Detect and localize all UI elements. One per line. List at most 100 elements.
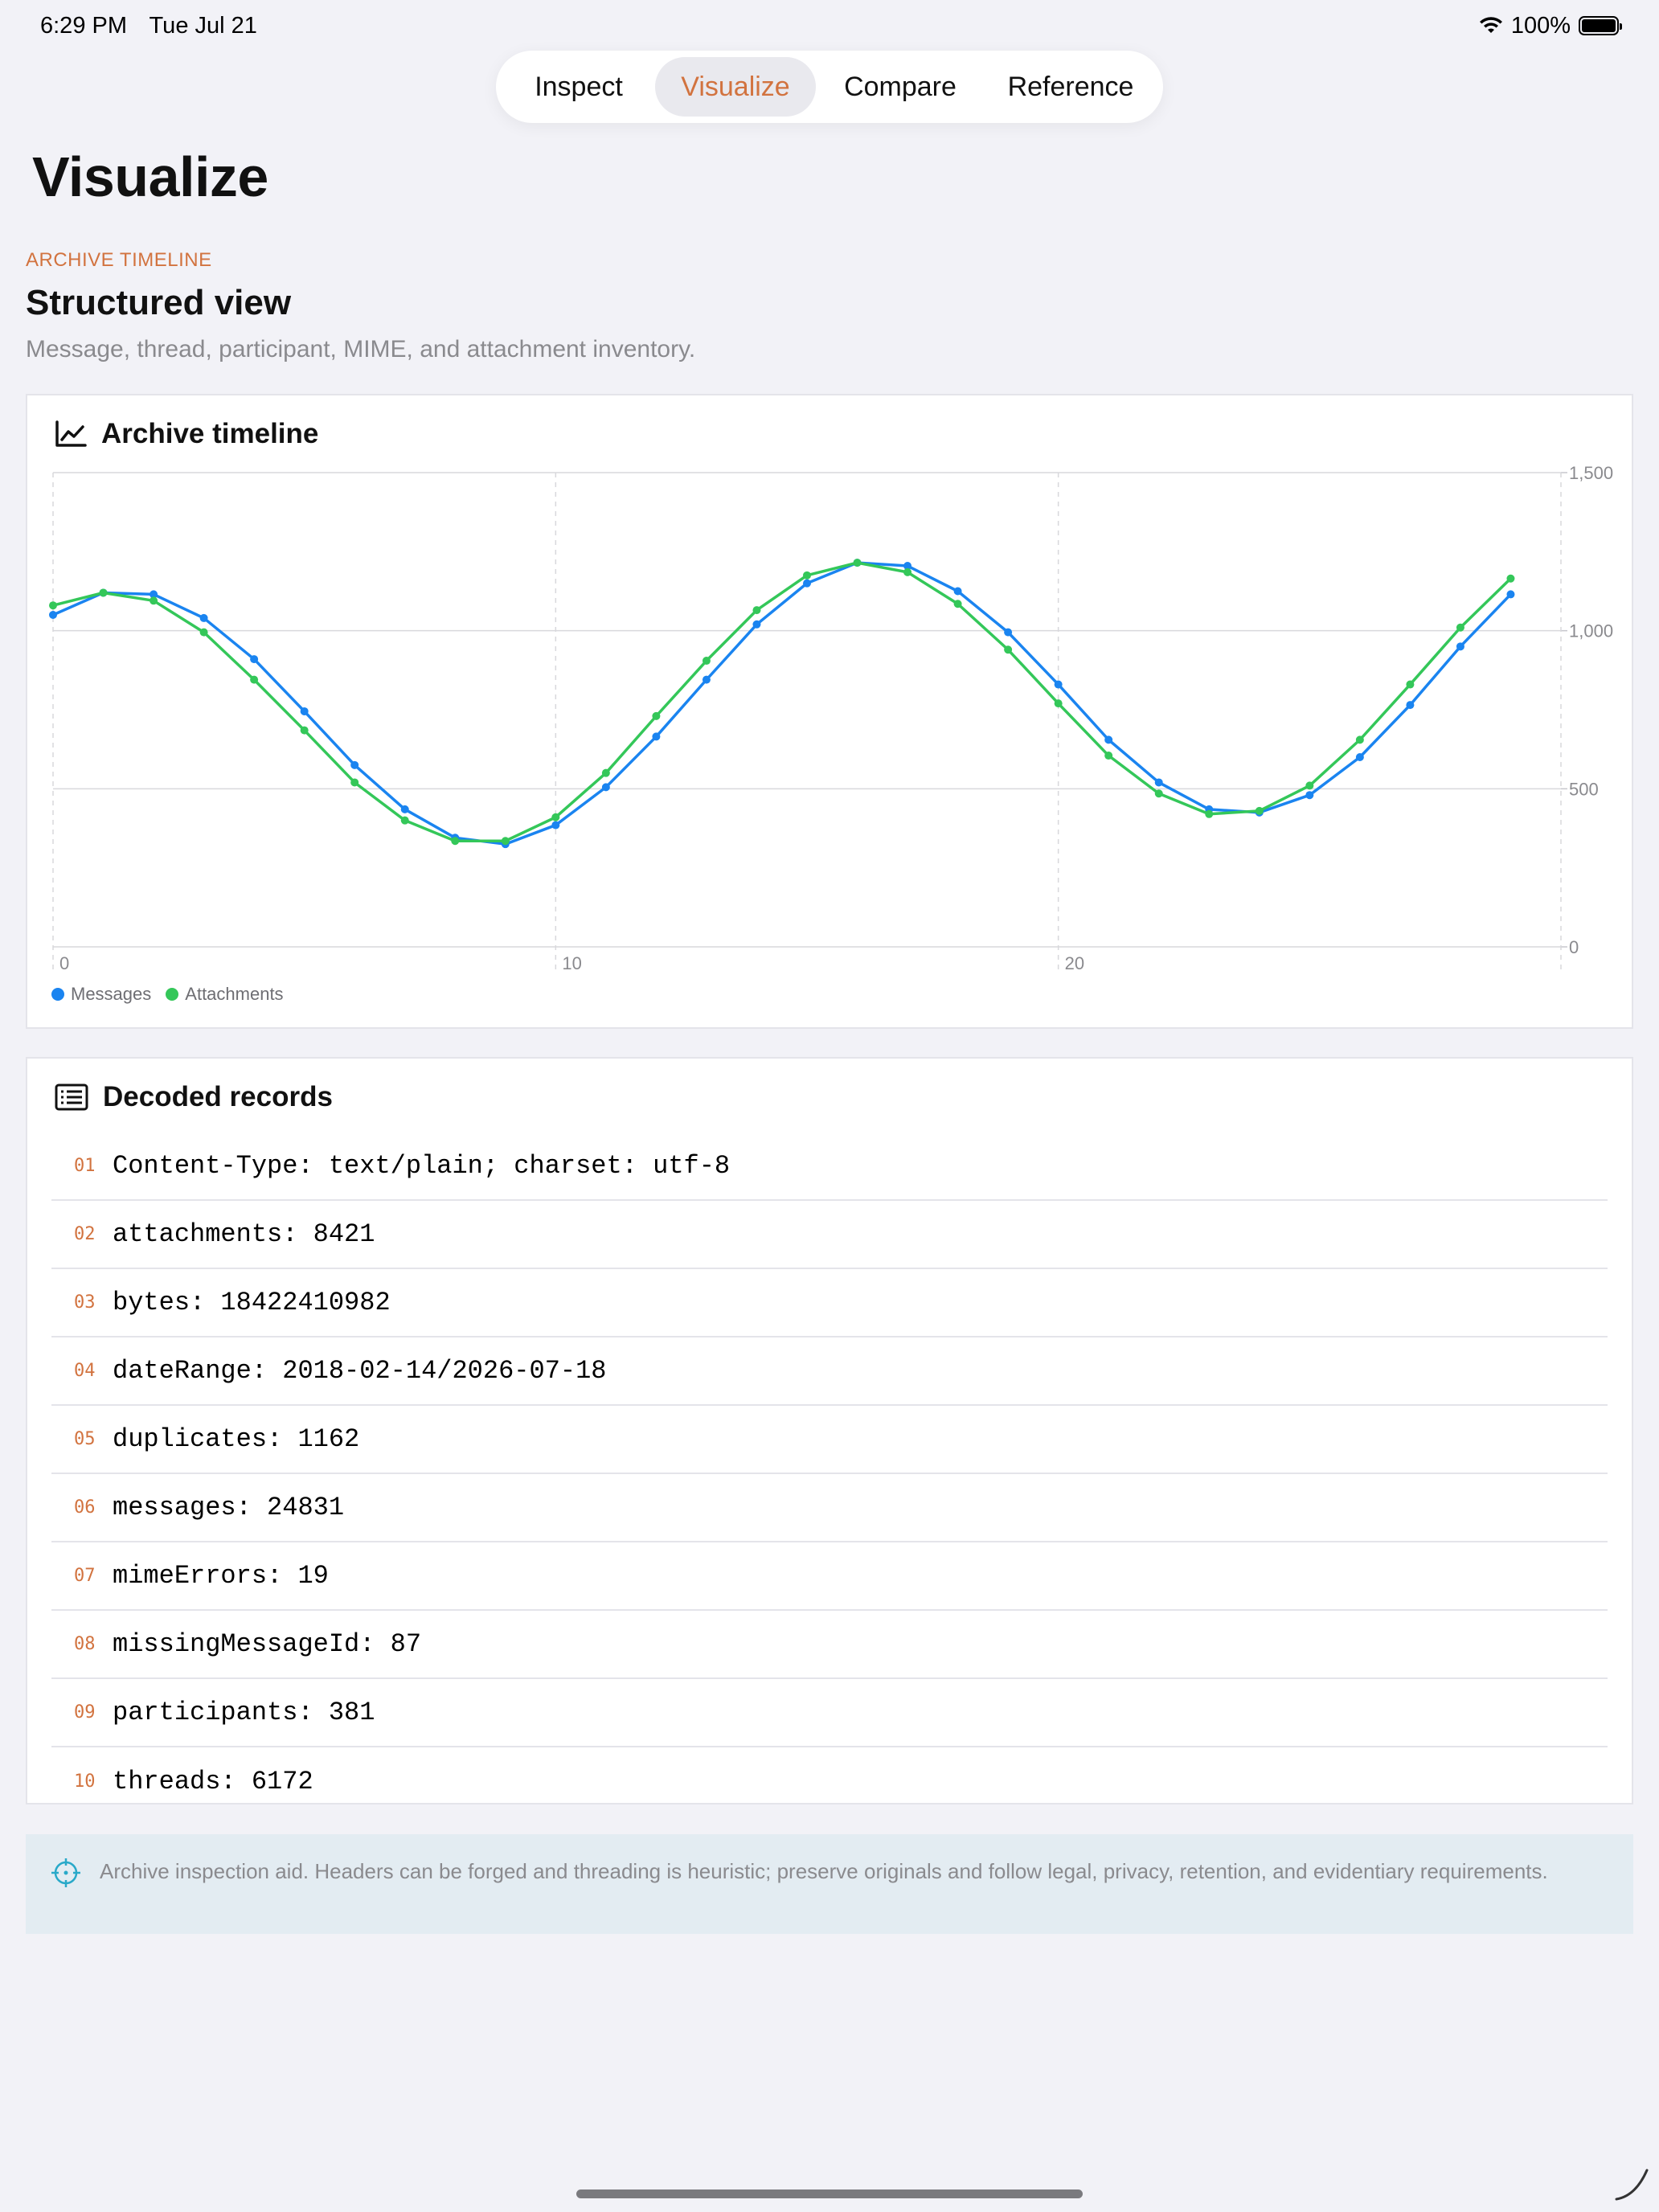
data-point-attachments bbox=[1004, 645, 1013, 654]
data-point-attachments bbox=[400, 816, 409, 825]
data-point-messages bbox=[752, 620, 761, 629]
data-point-messages bbox=[1054, 680, 1063, 689]
data-point-messages bbox=[300, 707, 309, 715]
record-text: bytes: 18422410982 bbox=[113, 1288, 391, 1317]
data-point-attachments bbox=[1205, 809, 1214, 818]
y-tick-label: 1,500 bbox=[1569, 463, 1613, 483]
tab-compare[interactable]: Compare bbox=[844, 71, 956, 102]
record-text: attachments: 8421 bbox=[113, 1219, 375, 1249]
data-point-attachments bbox=[199, 628, 208, 637]
list-icon bbox=[55, 1083, 88, 1111]
data-point-messages bbox=[250, 655, 259, 664]
legend-item-messages: Messages bbox=[51, 984, 151, 1005]
tab-reference[interactable]: Reference bbox=[1007, 71, 1134, 102]
legend-swatch-attachments bbox=[166, 988, 179, 1001]
section-title: Structured view bbox=[26, 283, 292, 322]
data-point-attachments bbox=[250, 675, 259, 684]
x-tick-label: 0 bbox=[59, 953, 69, 973]
data-point-attachments bbox=[953, 600, 962, 608]
data-point-messages bbox=[551, 821, 560, 830]
status-date: Tue Jul 21 bbox=[149, 12, 257, 39]
record-text: messages: 24831 bbox=[113, 1493, 345, 1522]
legend-label-attachments: Attachments bbox=[185, 984, 284, 1004]
record-row[interactable]: 10 threads: 6172 bbox=[51, 1747, 1608, 1816]
data-point-attachments bbox=[1154, 789, 1163, 798]
data-point-attachments bbox=[702, 657, 711, 666]
data-point-messages bbox=[49, 611, 57, 619]
chart-card-title: Archive timeline bbox=[101, 418, 319, 449]
record-row[interactable]: 09 participants: 381 bbox=[51, 1679, 1608, 1747]
record-row[interactable]: 01 Content-Type: text/plain; charset: utf… bbox=[51, 1133, 1608, 1201]
data-point-attachments bbox=[752, 606, 761, 615]
line-chart: 0 500 1,000 1,500 0 10 20 bbox=[49, 463, 1613, 973]
status-right: 100% bbox=[1479, 12, 1622, 39]
record-text: threads: 6172 bbox=[113, 1767, 313, 1796]
record-text: Content-Type: text/plain; charset: utf-8 bbox=[113, 1151, 731, 1181]
record-number: 03 bbox=[74, 1292, 96, 1313]
chart-card-header: Archive timeline bbox=[55, 418, 318, 450]
data-point-attachments bbox=[501, 837, 510, 846]
record-number: 04 bbox=[74, 1361, 96, 1381]
data-point-messages bbox=[652, 732, 661, 741]
data-point-attachments bbox=[49, 601, 57, 610]
data-point-attachments bbox=[551, 813, 560, 821]
data-point-messages bbox=[702, 675, 711, 684]
legend-label-messages: Messages bbox=[71, 984, 152, 1004]
record-text: mimeErrors: 19 bbox=[113, 1561, 329, 1591]
data-point-messages bbox=[903, 562, 912, 571]
y-tick-label: 1,000 bbox=[1569, 621, 1613, 641]
record-text: missingMessageId: 87 bbox=[113, 1629, 422, 1659]
data-point-messages bbox=[150, 590, 158, 599]
record-number: 02 bbox=[74, 1224, 96, 1244]
data-point-attachments bbox=[1506, 574, 1515, 583]
data-point-attachments bbox=[1054, 699, 1063, 708]
segmented-tabs: Inspect Visualize Compare Reference bbox=[496, 51, 1163, 123]
record-row[interactable]: 08 missingMessageId: 87 bbox=[51, 1611, 1608, 1679]
record-number: 01 bbox=[74, 1156, 96, 1176]
section-eyebrow: ARCHIVE TIMELINE bbox=[26, 249, 212, 271]
tab-inspect[interactable]: Inspect bbox=[535, 71, 623, 102]
data-point-messages bbox=[601, 783, 610, 792]
status-left: 6:29 PM Tue Jul 21 bbox=[40, 13, 273, 39]
data-point-attachments bbox=[1406, 680, 1415, 689]
record-row[interactable]: 03 bytes: 18422410982 bbox=[51, 1269, 1608, 1337]
section-description: Message, thread, participant, MIME, and … bbox=[26, 336, 696, 363]
data-point-attachments bbox=[652, 711, 661, 720]
data-point-attachments bbox=[300, 726, 309, 735]
y-tick-label: 500 bbox=[1569, 779, 1599, 799]
record-row[interactable]: 06 messages: 24831 bbox=[51, 1474, 1608, 1542]
home-indicator[interactable] bbox=[576, 2189, 1083, 2198]
data-point-messages bbox=[1456, 642, 1464, 651]
record-row[interactable]: 07 mimeErrors: 19 bbox=[51, 1542, 1608, 1611]
data-point-messages bbox=[953, 587, 962, 596]
data-point-messages bbox=[1406, 701, 1415, 710]
tab-visualize[interactable]: Visualize bbox=[655, 57, 816, 117]
records-list: 01 Content-Type: text/plain; charset: utf… bbox=[51, 1133, 1608, 1816]
record-text: duplicates: 1162 bbox=[113, 1424, 360, 1454]
disclaimer-text: Archive inspection aid. Headers can be f… bbox=[100, 1859, 1548, 1883]
wifi-icon bbox=[1479, 17, 1502, 33]
record-text: participants: 381 bbox=[113, 1698, 375, 1727]
data-point-attachments bbox=[451, 837, 460, 846]
battery-percent: 100% bbox=[1510, 12, 1571, 39]
legend-item-attachments: Attachments bbox=[166, 984, 284, 1005]
data-point-attachments bbox=[1456, 623, 1464, 632]
pencil-hover-icon bbox=[1615, 2169, 1649, 2201]
data-point-messages bbox=[1506, 590, 1515, 599]
record-row[interactable]: 05 duplicates: 1162 bbox=[51, 1406, 1608, 1474]
record-row[interactable]: 02 attachments: 8421 bbox=[51, 1201, 1608, 1269]
data-point-messages bbox=[400, 805, 409, 813]
status-time: 6:29 PM bbox=[40, 12, 127, 39]
data-point-messages bbox=[350, 760, 359, 769]
record-row[interactable]: 04 dateRange: 2018-02-14/2026-07-18 bbox=[51, 1337, 1608, 1406]
data-point-messages bbox=[1355, 753, 1364, 761]
data-point-messages bbox=[803, 579, 811, 588]
data-point-messages bbox=[1104, 735, 1113, 744]
data-point-attachments bbox=[150, 596, 158, 605]
disclaimer-notice: Archive inspection aid. Headers can be f… bbox=[26, 1834, 1633, 1934]
battery-icon bbox=[1579, 16, 1622, 35]
data-point-messages bbox=[1004, 628, 1013, 637]
data-point-attachments bbox=[853, 559, 862, 567]
record-text: dateRange: 2018-02-14/2026-07-18 bbox=[113, 1356, 607, 1386]
data-point-attachments bbox=[803, 571, 811, 580]
